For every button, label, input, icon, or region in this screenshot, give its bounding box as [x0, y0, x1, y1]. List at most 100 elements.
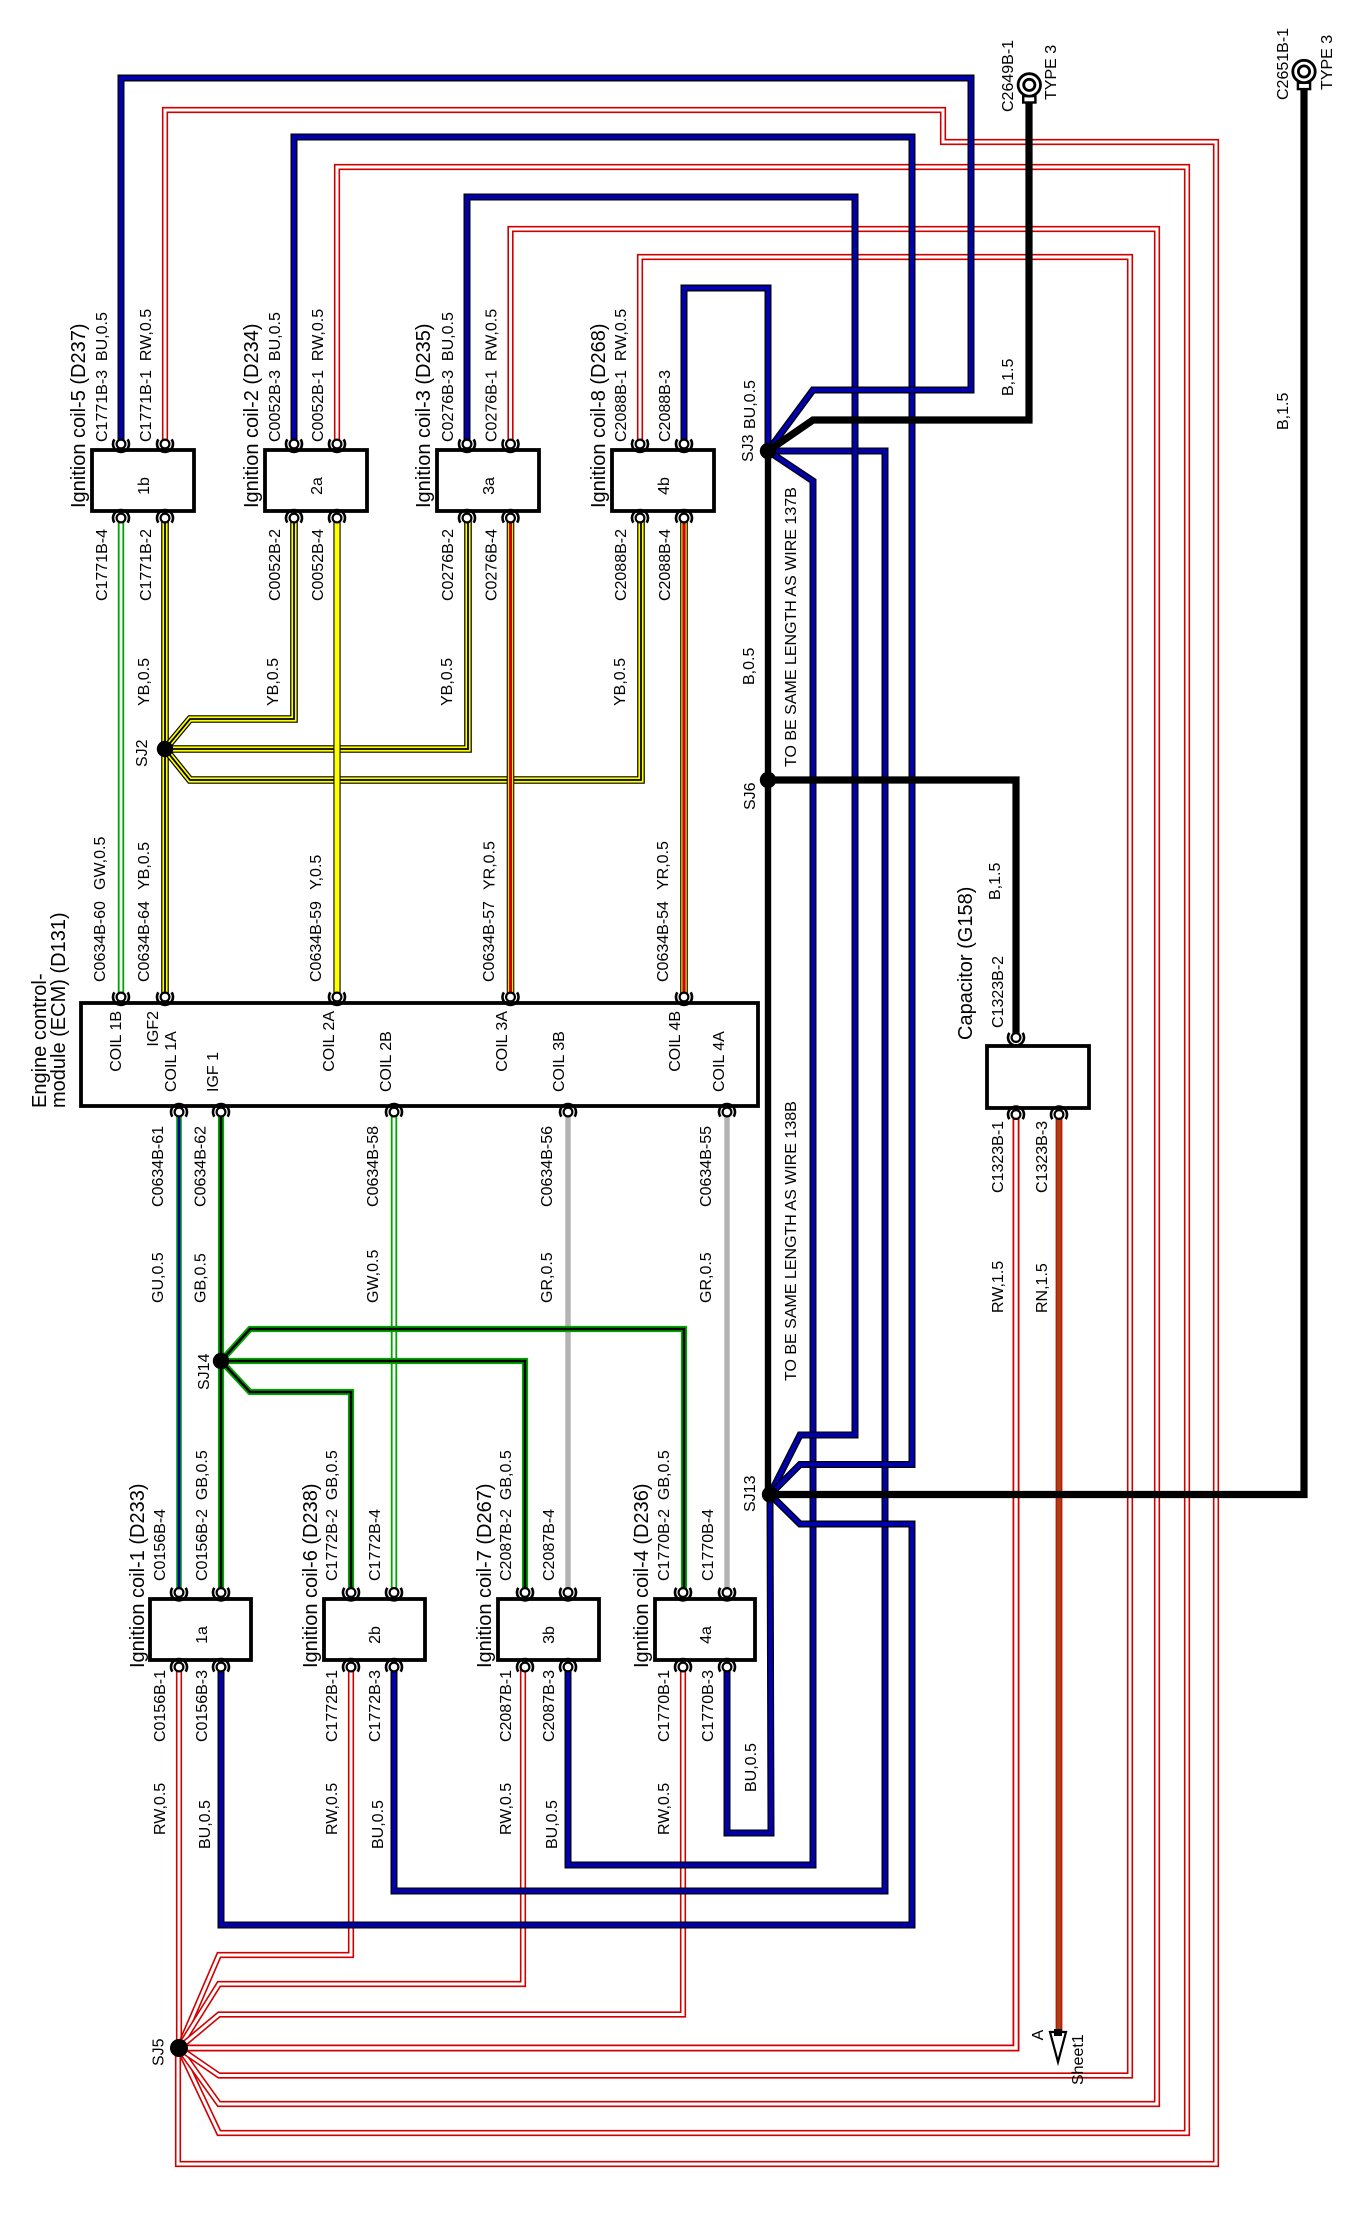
- svg-text:SJ2: SJ2: [134, 739, 151, 767]
- svg-text:Ignition coil-6 (D238): Ignition coil-6 (D238): [300, 1483, 322, 1668]
- svg-text:C2088B-2: C2088B-2: [613, 529, 630, 601]
- svg-text:SJ13: SJ13: [742, 1475, 759, 1512]
- svg-text:RW,1.5: RW,1.5: [990, 1261, 1007, 1313]
- svg-text:Ignition coil-7 (D267): Ignition coil-7 (D267): [474, 1483, 496, 1668]
- svg-text:C2088B-3: C2088B-3: [657, 370, 674, 442]
- svg-text:C0276B-4: C0276B-4: [484, 529, 501, 601]
- svg-text:Capacitor (G158): Capacitor (G158): [955, 887, 977, 1040]
- svg-text:BU,0.5: BU,0.5: [743, 1743, 760, 1792]
- svg-text:COIL 4B: COIL 4B: [667, 1011, 684, 1072]
- svg-text:C1772B-1: C1772B-1: [324, 1670, 341, 1742]
- svg-text:C0634B-56: C0634B-56: [539, 1126, 556, 1207]
- svg-text:C0634B-55: C0634B-55: [698, 1126, 715, 1207]
- svg-text:2b: 2b: [367, 1626, 384, 1644]
- svg-text:module (ECM) (D131): module (ECM) (D131): [48, 912, 70, 1108]
- svg-text:RW,0.5: RW,0.5: [498, 1783, 515, 1835]
- svg-text:RN,1.5: RN,1.5: [1034, 1263, 1051, 1313]
- svg-text:BU,0.5: BU,0.5: [742, 380, 759, 429]
- svg-text:C0052B-3 BU,0.5: C0052B-3 BU,0.5: [267, 312, 284, 442]
- svg-text:C0276B-2: C0276B-2: [440, 529, 457, 601]
- svg-text:TO BE SAME LENGTH AS WIRE 137B: TO BE SAME LENGTH AS WIRE 137B: [783, 487, 800, 767]
- svg-text:RW,0.5: RW,0.5: [152, 1783, 169, 1835]
- svg-text:C1772B-4: C1772B-4: [367, 1509, 384, 1581]
- svg-text:Sheet1: Sheet1: [1070, 2034, 1087, 2085]
- svg-text:A: A: [1030, 2029, 1047, 2040]
- svg-text:YR,0.5: YR,0.5: [655, 841, 672, 890]
- svg-text:C0052B-2: C0052B-2: [267, 529, 284, 601]
- svg-text:RW,0.5: RW,0.5: [656, 1783, 673, 1835]
- svg-text:GW,0.5: GW,0.5: [92, 837, 109, 890]
- svg-text:TYPE 3: TYPE 3: [1319, 35, 1336, 90]
- svg-text:GR,0.5: GR,0.5: [539, 1252, 556, 1303]
- svg-text:IGF 1: IGF 1: [205, 1052, 222, 1092]
- svg-text:Ignition coil-1 (D233): Ignition coil-1 (D233): [127, 1483, 149, 1668]
- svg-text:C1772B-3: C1772B-3: [367, 1670, 384, 1742]
- svg-text:C1770B-3: C1770B-3: [700, 1670, 717, 1742]
- svg-text:COIL 1B: COIL 1B: [108, 1011, 125, 1072]
- svg-text:4a: 4a: [698, 1626, 715, 1644]
- svg-text:C1323B-1: C1323B-1: [990, 1121, 1007, 1193]
- svg-text:B,0.5: B,0.5: [741, 648, 758, 685]
- svg-text:C1772B-2 GB,0.5: C1772B-2 GB,0.5: [324, 1450, 341, 1581]
- svg-text:SJ3: SJ3: [740, 434, 757, 462]
- svg-text:C0052B-1 RW,0.5: C0052B-1 RW,0.5: [310, 309, 327, 442]
- svg-text:C0276B-1 RW,0.5: C0276B-1 RW,0.5: [484, 309, 501, 442]
- svg-text:3b: 3b: [541, 1626, 558, 1644]
- svg-text:YB,0.5: YB,0.5: [612, 658, 629, 706]
- svg-text:C1770B-1: C1770B-1: [656, 1670, 673, 1742]
- svg-text:GR,0.5: GR,0.5: [698, 1252, 715, 1303]
- svg-text:C1770B-2 GB,0.5: C1770B-2 GB,0.5: [656, 1450, 673, 1581]
- svg-text:C2649B-1: C2649B-1: [1000, 40, 1017, 112]
- svg-text:C1771B-3 BU,0.5: C1771B-3 BU,0.5: [94, 312, 111, 442]
- svg-text:C1323B-2: C1323B-2: [990, 956, 1007, 1028]
- svg-text:4b: 4b: [656, 477, 673, 495]
- svg-text:C0634B-58: C0634B-58: [365, 1126, 382, 1207]
- svg-text:COIL 2B: COIL 2B: [378, 1031, 395, 1092]
- svg-text:C1770B-4: C1770B-4: [700, 1509, 717, 1581]
- svg-text:Ignition coil-5 (D237): Ignition coil-5 (D237): [68, 323, 90, 508]
- svg-text:YB,0.5: YB,0.5: [136, 658, 153, 706]
- svg-text:C1771B-2: C1771B-2: [138, 529, 155, 601]
- svg-text:IGF2: IGF2: [145, 1011, 162, 1047]
- svg-text:GW,0.5: GW,0.5: [365, 1250, 382, 1303]
- svg-text:B,1.5: B,1.5: [1275, 393, 1292, 430]
- svg-text:C0634B-60: C0634B-60: [92, 901, 109, 982]
- svg-text:C2087B-1: C2087B-1: [498, 1670, 515, 1742]
- svg-text:BU,0.5: BU,0.5: [197, 1800, 214, 1849]
- svg-text:BU,0.5: BU,0.5: [544, 1800, 561, 1849]
- svg-text:YR,0.5: YR,0.5: [482, 841, 499, 890]
- svg-text:3a: 3a: [481, 477, 498, 495]
- svg-text:TYPE 3: TYPE 3: [1043, 45, 1060, 100]
- svg-text:Engine control-: Engine control-: [29, 973, 51, 1108]
- svg-text:YB,0.5: YB,0.5: [439, 658, 456, 706]
- svg-text:C0634B-61: C0634B-61: [150, 1126, 167, 1207]
- svg-text:SJ5: SJ5: [151, 2038, 168, 2066]
- svg-text:C1771B-1 RW,0.5: C1771B-1 RW,0.5: [138, 309, 155, 442]
- svg-text:COIL 2A: COIL 2A: [321, 1011, 338, 1072]
- svg-text:COIL 1A: COIL 1A: [163, 1031, 180, 1092]
- svg-text:Ignition coil-3 (D235): Ignition coil-3 (D235): [413, 323, 435, 508]
- svg-text:C0156B-4: C0156B-4: [152, 1509, 169, 1581]
- svg-text:COIL 3B: COIL 3B: [551, 1031, 568, 1092]
- svg-text:C1323B-3: C1323B-3: [1034, 1121, 1051, 1193]
- svg-text:2a: 2a: [309, 477, 326, 495]
- svg-text:Y,0.5: Y,0.5: [308, 855, 325, 890]
- svg-text:C1771B-4: C1771B-4: [94, 529, 111, 601]
- svg-text:B,1.5: B,1.5: [1000, 359, 1017, 396]
- svg-text:C2088B-4: C2088B-4: [657, 529, 674, 601]
- svg-text:C0276B-3 BU,0.5: C0276B-3 BU,0.5: [440, 312, 457, 442]
- svg-text:C0634B-57: C0634B-57: [481, 901, 498, 982]
- svg-text:YB,0.5: YB,0.5: [265, 658, 282, 706]
- svg-text:Ignition coil-8 (D268): Ignition coil-8 (D268): [588, 323, 610, 508]
- svg-text:GB,0.5: GB,0.5: [193, 1253, 210, 1303]
- svg-text:C2088B-1 RW,0.5: C2088B-1 RW,0.5: [613, 309, 630, 442]
- svg-text:Ignition coil-4 (D236): Ignition coil-4 (D236): [631, 1483, 653, 1668]
- svg-text:COIL 4A: COIL 4A: [711, 1031, 728, 1092]
- svg-text:TO BE SAME LENGTH AS WIRE 138B: TO BE SAME LENGTH AS WIRE 138B: [783, 1101, 800, 1381]
- svg-text:C0634B-54: C0634B-54: [655, 901, 672, 982]
- svg-text:1a: 1a: [194, 1626, 211, 1644]
- svg-text:C0156B-3: C0156B-3: [194, 1670, 211, 1742]
- svg-text:C0156B-2 GB,0.5: C0156B-2 GB,0.5: [194, 1450, 211, 1581]
- svg-text:C2087B-4: C2087B-4: [541, 1509, 558, 1581]
- svg-text:C0634B-59: C0634B-59: [308, 901, 325, 982]
